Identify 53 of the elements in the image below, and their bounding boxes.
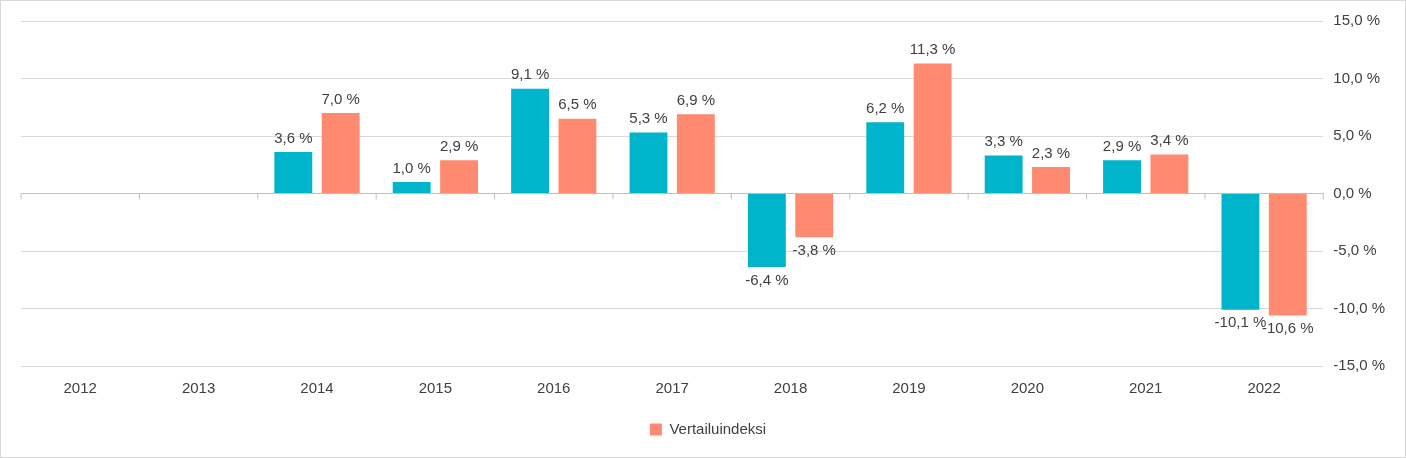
- bar: [1103, 160, 1141, 193]
- bar: [1268, 194, 1307, 316]
- data-label: 6,9 %: [676, 90, 716, 108]
- bar: [511, 88, 550, 193]
- data-label: 6,2 %: [866, 98, 905, 116]
- y-tick-label: -15,0 %: [1333, 356, 1386, 374]
- y-tick-label: 10,0 %: [1333, 68, 1381, 86]
- data-label: 1,0 %: [392, 158, 431, 176]
- x-tick-label: 2020: [1010, 379, 1045, 397]
- data-label: 5,3 %: [629, 109, 668, 127]
- bar: [440, 160, 478, 193]
- x-tick-label: 2017: [655, 379, 689, 397]
- x-tick-label: 2019: [892, 379, 926, 397]
- bar: [1221, 194, 1260, 310]
- bar: [1150, 154, 1189, 193]
- bar: [1032, 167, 1070, 193]
- y-tick-label: 0,0 %: [1333, 183, 1372, 201]
- bar: [913, 63, 952, 193]
- bar: [984, 155, 1023, 193]
- legend-label: Vertailuindeksi: [669, 419, 767, 437]
- bar: [795, 194, 834, 238]
- x-tick-label: 2022: [1247, 379, 1281, 397]
- data-label: -3,8 %: [792, 240, 836, 258]
- x-tick-label: 2012: [63, 379, 97, 397]
- y-tick-label: -5,0 %: [1333, 241, 1377, 259]
- data-label: 6,5 %: [558, 95, 597, 113]
- data-label: 3,6 %: [274, 128, 313, 146]
- bar: [629, 132, 668, 193]
- x-tick-label: 2016: [537, 379, 571, 397]
- data-label: 2,9 %: [1102, 136, 1142, 154]
- bar: [321, 113, 360, 193]
- data-label: 3,4 %: [1150, 131, 1189, 149]
- bar: [392, 182, 431, 193]
- data-label: 2,3 %: [1031, 143, 1071, 161]
- y-tick-label: 5,0 %: [1333, 126, 1372, 144]
- bar: [747, 194, 786, 268]
- bar: [676, 114, 715, 193]
- x-tick-label: 2015: [418, 379, 453, 397]
- bar: [274, 152, 313, 193]
- data-label: 3,3 %: [984, 132, 1023, 150]
- data-label: -6,4 %: [745, 270, 789, 288]
- data-label: 11,3 %: [909, 40, 956, 58]
- x-tick-label: 2013: [181, 379, 216, 397]
- bar: [558, 118, 597, 193]
- data-label: 2,9 %: [439, 136, 479, 154]
- data-label: 9,1 %: [510, 65, 550, 83]
- x-tick-label: 2018: [773, 379, 808, 397]
- x-tick-label: 2014: [300, 379, 334, 397]
- bar: [866, 122, 905, 193]
- y-tick-label: 15,0 %: [1333, 11, 1381, 29]
- x-tick-label: 2021: [1129, 379, 1163, 397]
- data-label: 7,0 %: [321, 89, 360, 107]
- y-tick-label: -10,0 %: [1333, 298, 1386, 316]
